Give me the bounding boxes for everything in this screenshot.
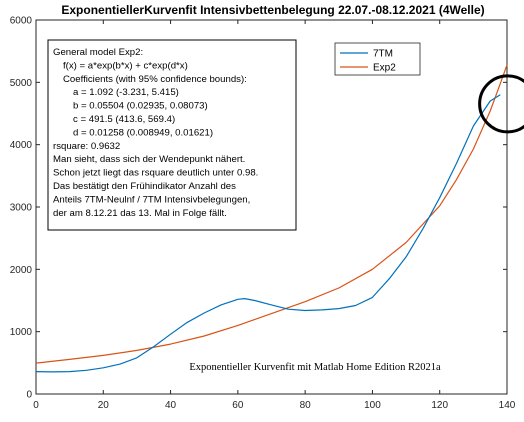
annotation-line: f(x) = a*exp(b*x) + c*exp(d*x) — [63, 60, 188, 71]
annotation-line: c = 491.5 (413.6, 569.4) — [73, 114, 175, 125]
annotation-line: Das bestätigt den Frühindikator Anzahl d… — [53, 181, 236, 192]
y-tick-label: 5000 — [10, 78, 33, 89]
x-tick-label: 120 — [431, 400, 448, 411]
legend-label: Exp2 — [373, 63, 396, 74]
annotation-line: Coefficients (with 95% confidence bounds… — [63, 74, 247, 85]
x-tick-label: 60 — [232, 400, 244, 411]
annotation-lines: General model Exp2: f(x) = a*exp(b*x) + c… — [53, 47, 258, 219]
x-tick-label: 100 — [364, 400, 381, 411]
y-tick-label: 6000 — [10, 16, 33, 27]
legend-label: 7TM — [373, 49, 393, 60]
series-line-7tm — [35, 94, 501, 373]
annotation-line: b = 0.05504 (0.02935, 0.08073) — [73, 101, 208, 112]
series-line-exp2 — [35, 64, 508, 364]
annotation-line: rsquare: 0.9632 — [53, 141, 120, 152]
annotation-border — [47, 39, 297, 231]
annotation-line: Schon jetzt liegt das rsquare deutlich u… — [53, 168, 258, 179]
annotation-line: a = 1.092 (-3.231, 5.415) — [73, 87, 179, 98]
x-tick-label: 40 — [165, 400, 177, 411]
annotation-line: Anteils 7TM-Neulnf / 7TM Intensivbelegun… — [53, 194, 250, 205]
legend-items: 7TM Exp2 — [340, 49, 396, 74]
annotation-line: der am 8.12.21 das 13. Mal in Folge fäll… — [53, 208, 227, 219]
highlight-circle — [478, 74, 524, 134]
series-lines — [35, 64, 508, 373]
chart-caption: Exponentieller Kurvenfit mit Matlab Home… — [189, 362, 441, 373]
y-tick-label: 3000 — [10, 203, 33, 214]
legend: 7TM Exp2 — [334, 42, 421, 76]
axis-ticks: 0 20 40 60 80 100 120 140 0 1000 2000 3000 4000 5000 6… — [10, 16, 516, 412]
y-tick-label: 2000 — [10, 265, 33, 276]
annotation-line: Man sieht, dass sich der Wendepunkt nähe… — [53, 154, 245, 165]
annotation-line: d = 0.01258 (0.008949, 0.01621) — [73, 127, 213, 138]
legend-box — [334, 42, 421, 76]
fit-annotation-box: General model Exp2: f(x) = a*exp(b*x) + c… — [47, 39, 297, 231]
y-tick-label: 4000 — [10, 140, 33, 151]
y-tick-label: 1000 — [10, 327, 33, 338]
x-tick-label: 80 — [300, 400, 312, 411]
chart-title: ExponentiellerKurvenfit Intensivbettenbe… — [61, 3, 484, 17]
x-tick-label: 0 — [33, 400, 39, 411]
y-tick-label: 0 — [26, 390, 32, 401]
annotation-line: General model Exp2: — [53, 47, 143, 58]
x-tick-label: 20 — [98, 400, 110, 411]
x-tick-label: 140 — [499, 400, 516, 411]
